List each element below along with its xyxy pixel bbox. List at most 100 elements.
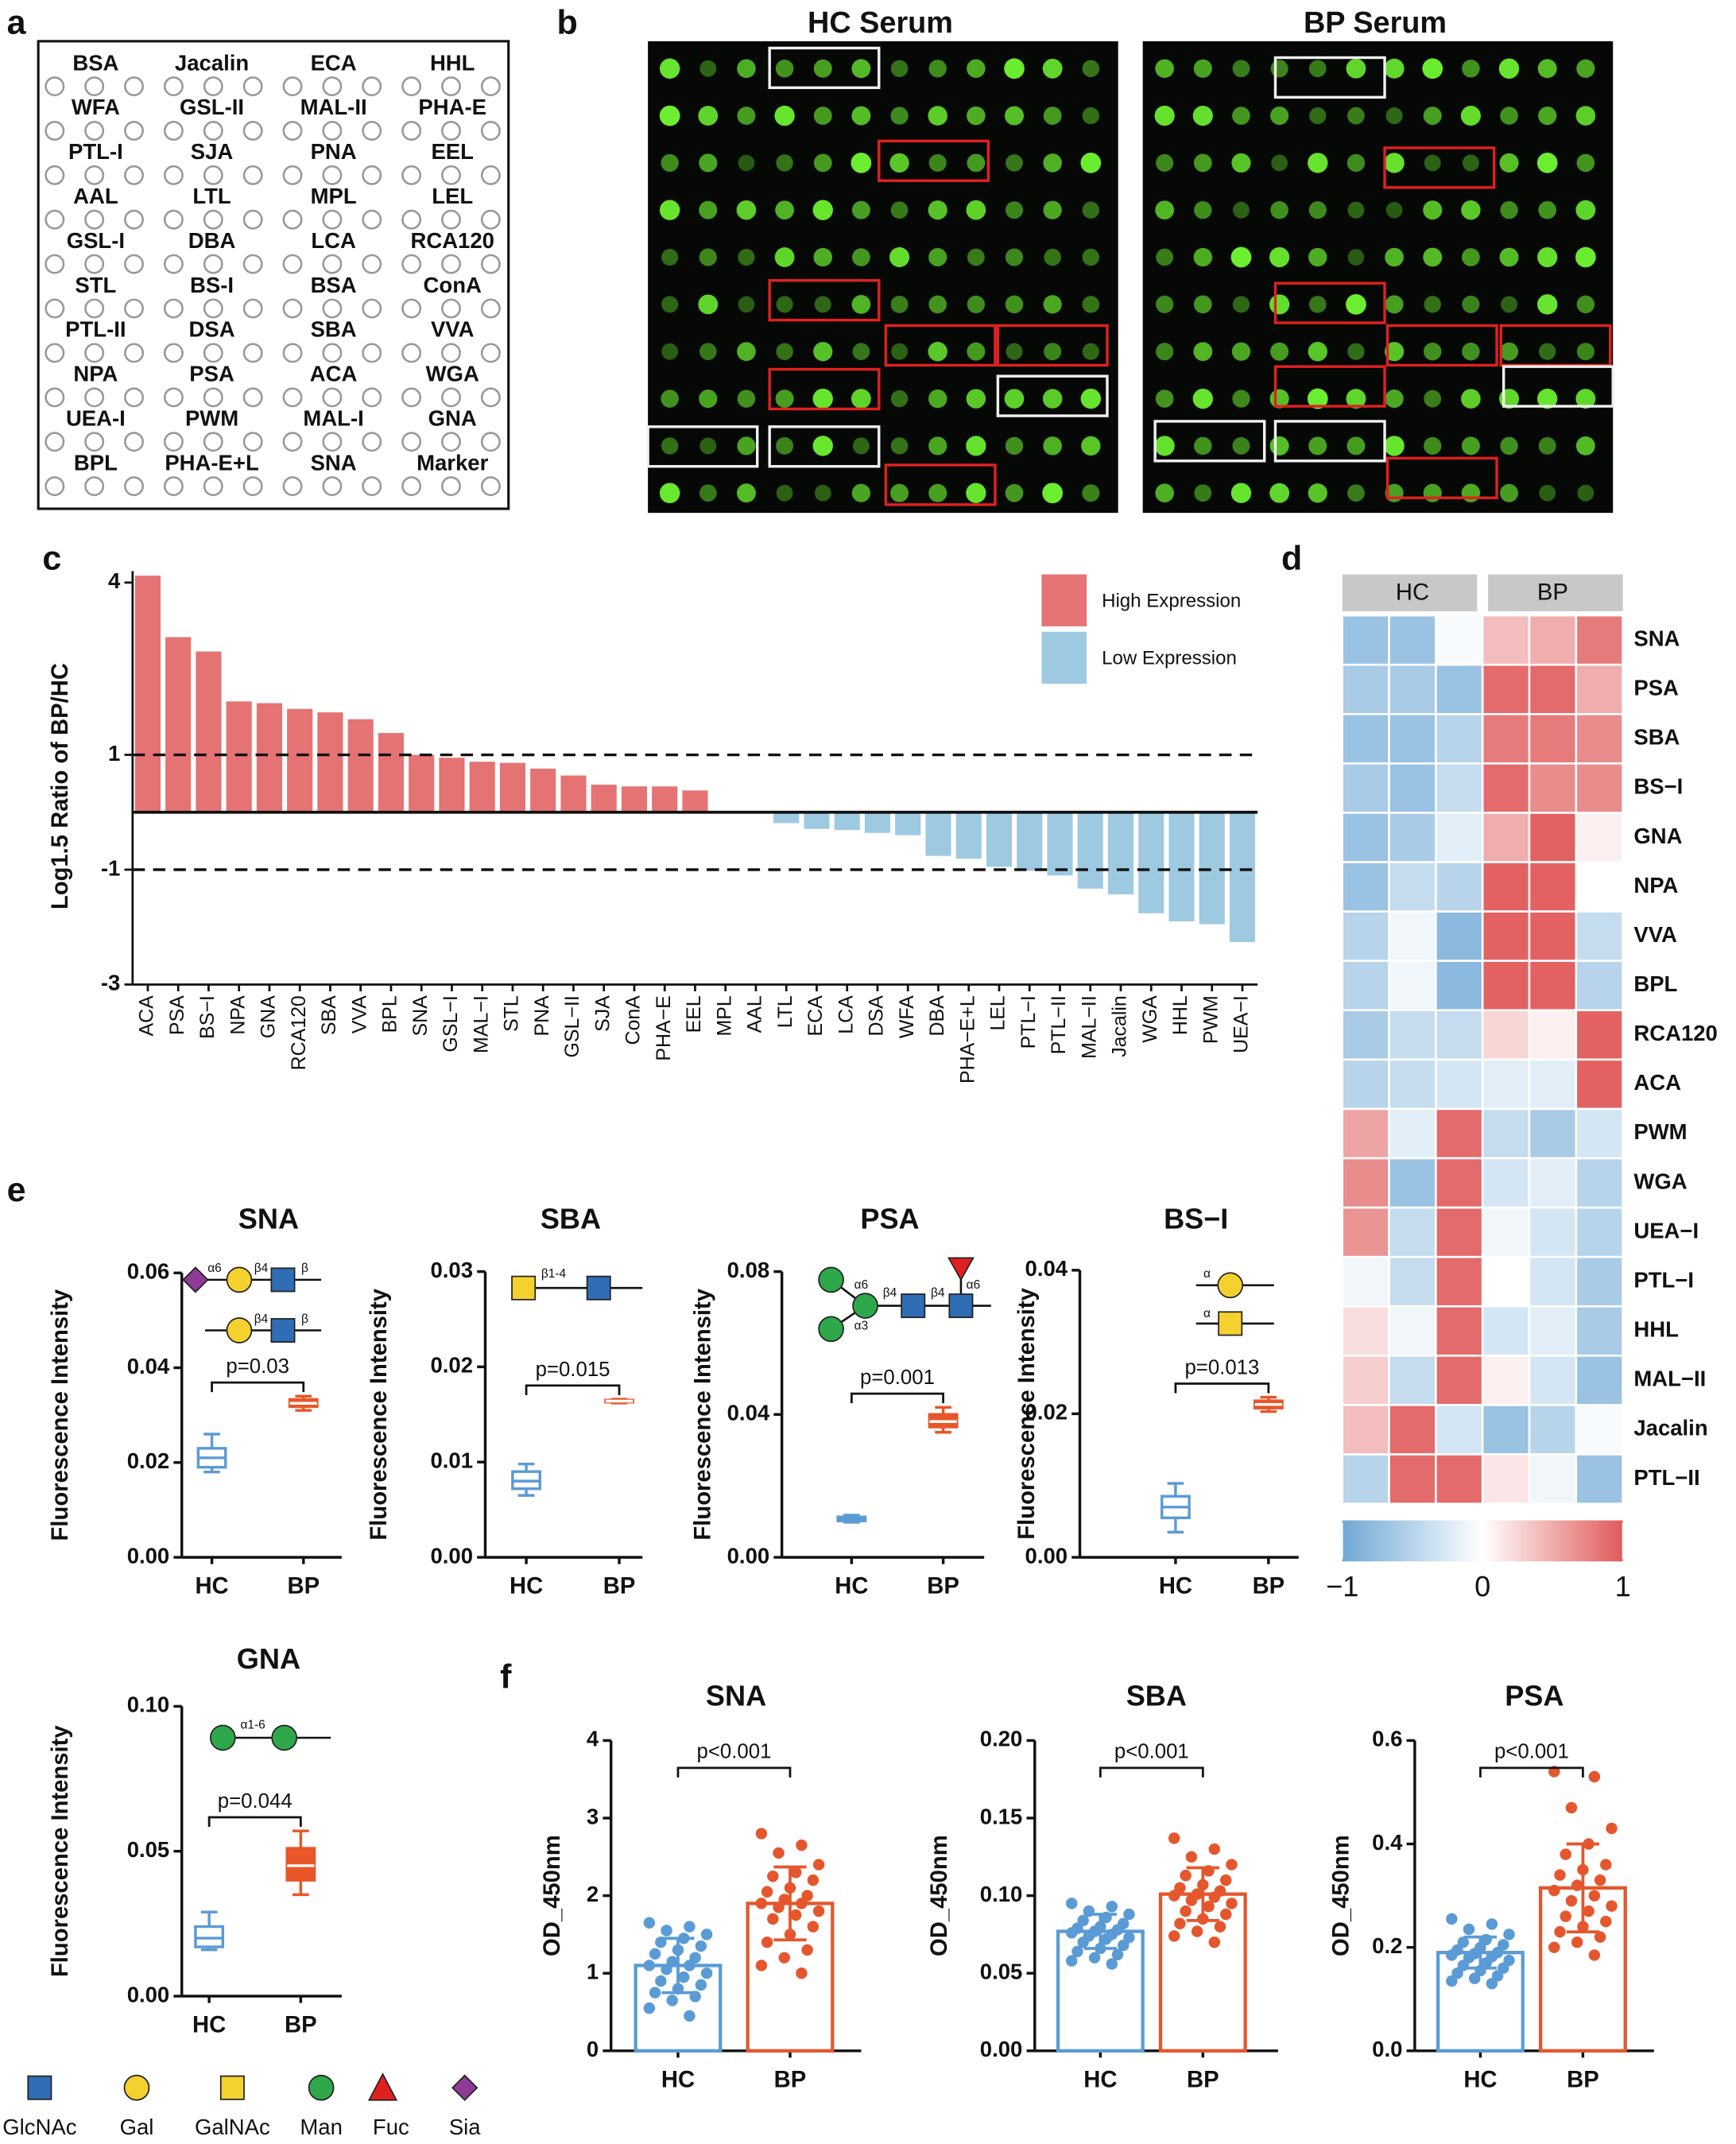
- p-bracket: [211, 1381, 305, 1393]
- x-tick-label: PSA: [166, 995, 188, 1035]
- array-spot: [1082, 201, 1099, 219]
- glycan-square: [1218, 1311, 1243, 1336]
- spot-outline: [282, 432, 303, 452]
- heatmap-cell: [1341, 910, 1390, 962]
- bar: [773, 812, 800, 824]
- spot-outline: [362, 165, 382, 185]
- array-spot: [928, 295, 947, 314]
- heatmap-cell: [1575, 910, 1624, 962]
- lectin-name: PNA: [311, 139, 357, 164]
- spot-outline: [322, 298, 343, 319]
- x-tick-label: RCA120: [288, 995, 310, 1070]
- highlight-box: [768, 367, 881, 411]
- spot-outline: [322, 76, 343, 97]
- data-point: [1066, 1898, 1078, 1909]
- heatmap-cell: [1575, 861, 1624, 913]
- data-point: [801, 1944, 813, 1956]
- x-tick-label: SBA: [318, 995, 340, 1035]
- spot-outline: [242, 476, 263, 497]
- spot-outline: [163, 165, 184, 185]
- spot-outline: [362, 343, 382, 363]
- array-spot: [737, 342, 756, 362]
- array-spot: [1461, 200, 1481, 220]
- glycan-square: [270, 1267, 296, 1293]
- y-tick-label: 0.08: [727, 1258, 770, 1282]
- heatmap-cell: [1481, 762, 1531, 814]
- array-spot: [928, 389, 947, 409]
- array-spot: [1308, 296, 1327, 313]
- spot-outline: [84, 343, 105, 363]
- spot-outline: [84, 476, 105, 497]
- spot-outline: [203, 476, 223, 497]
- y-tick-label: 4: [587, 1727, 599, 1751]
- heatmap-cell: [1435, 1305, 1484, 1357]
- array-spot: [661, 296, 679, 313]
- lectin-name: Jacalin: [175, 50, 249, 75]
- bar: [256, 703, 283, 812]
- array-spot: [1384, 153, 1405, 173]
- y-axis-label: Fluorescence Intensity: [1014, 1287, 1040, 1539]
- y-tick-label: 0.0: [1372, 2037, 1402, 2061]
- data-point: [1446, 1949, 1458, 1961]
- heatmap-cell: [1388, 1206, 1437, 1258]
- heatmap-cell: [1341, 1453, 1390, 1505]
- spot-outline: [362, 476, 382, 497]
- array-spot: [1005, 295, 1024, 314]
- data-point: [1503, 1929, 1515, 1940]
- heatmap-cell: [1341, 614, 1390, 666]
- array-spot: [1155, 390, 1174, 408]
- glycan-diamond: [182, 1266, 209, 1293]
- array-spot: [1308, 342, 1327, 362]
- spot-outline: [441, 298, 461, 319]
- chart-title: GNA: [237, 1642, 300, 1675]
- glycan-triangle: [367, 2072, 398, 2101]
- array-spot: [812, 200, 833, 220]
- array-spot: [1500, 107, 1518, 125]
- array-spot: [1576, 343, 1595, 361]
- lectin-name: MAL-II: [300, 95, 367, 119]
- array-spot: [1385, 247, 1404, 267]
- array-spot: [1308, 153, 1328, 173]
- data-point: [1560, 1848, 1571, 1860]
- row-label: BS−I: [1633, 774, 1683, 799]
- array-spot: [966, 200, 986, 220]
- bar: [409, 754, 435, 812]
- heatmap-cell: [1481, 1058, 1531, 1111]
- x-tick-label: AAL: [744, 995, 766, 1033]
- heatmap-cell: [1388, 1453, 1437, 1505]
- array-spot: [1536, 294, 1558, 315]
- data-point: [1600, 1915, 1612, 1928]
- array-spot: [1538, 106, 1557, 126]
- data-point: [1180, 1905, 1192, 1917]
- p-value: p=0.015: [536, 1359, 610, 1381]
- array-spot: [1232, 296, 1250, 313]
- heatmap-cell: [1341, 1305, 1390, 1357]
- lectin-name: Marker: [417, 450, 488, 475]
- array-spot: [776, 484, 793, 502]
- array-spot: [851, 483, 871, 502]
- heatmap-cell: [1435, 1404, 1484, 1456]
- array-spot: [1192, 105, 1213, 126]
- data-point: [1203, 1901, 1215, 1913]
- spot-outline: [480, 432, 501, 452]
- heatmap-cell: [1528, 712, 1578, 765]
- heatmap-cell: [1435, 812, 1484, 863]
- heatmap-cell: [1481, 960, 1531, 1012]
- array-spot: [1384, 342, 1405, 362]
- data-point: [677, 1971, 690, 1983]
- spot-outline: [242, 343, 263, 363]
- array-spot: [1423, 342, 1442, 361]
- y-axis-label: Fluorescence Intensity: [690, 1288, 715, 1540]
- array-spot: [1461, 389, 1481, 409]
- heatmap-cell: [1388, 1355, 1437, 1406]
- spot-outline: [282, 298, 303, 319]
- highlight-box: [768, 279, 881, 322]
- array-title: BP Serum: [1304, 6, 1447, 40]
- array-spot: [1575, 389, 1596, 409]
- data-point: [807, 1874, 820, 1886]
- data-point: [1077, 1936, 1089, 1948]
- data-point: [755, 1828, 768, 1840]
- colorbar-tick-label: 0: [1474, 1570, 1490, 1603]
- data-point: [1560, 1910, 1571, 1922]
- spot-outline: [441, 343, 461, 363]
